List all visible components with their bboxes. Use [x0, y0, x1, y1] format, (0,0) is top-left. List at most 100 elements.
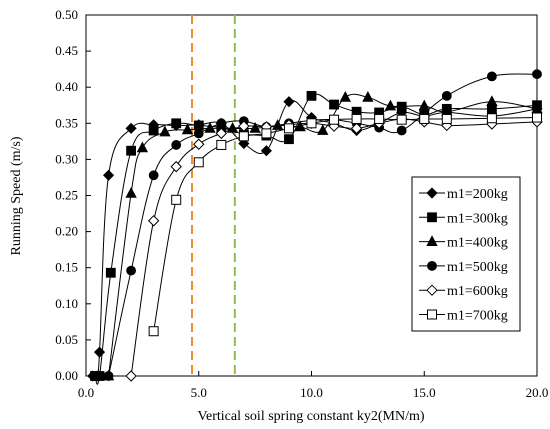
data-point: [317, 124, 329, 135]
data-point: [532, 112, 542, 123]
legend-marker: [426, 284, 438, 296]
data-point: [105, 267, 116, 278]
data-point: [125, 122, 137, 134]
data-point: [181, 123, 194, 135]
legend-marker: [427, 260, 437, 271]
data-point: [260, 145, 272, 157]
y-tick-label: 0.25: [55, 188, 78, 203]
data-point: [215, 127, 228, 140]
data-point: [171, 194, 182, 205]
legend-marker: [427, 309, 437, 320]
data-point: [329, 114, 340, 125]
y-tick-label: 0.40: [55, 79, 78, 94]
data-point: [93, 346, 106, 358]
data-point: [283, 123, 294, 134]
data-point: [284, 134, 294, 145]
data-point: [136, 141, 149, 153]
x-axis-ticks: 0.0 5.0 10.0 15.0 20.0: [78, 371, 549, 400]
data-point: [159, 125, 171, 137]
data-point: [148, 170, 159, 181]
data-point: [193, 138, 205, 150]
x-tick-label: 5.0: [191, 385, 207, 400]
data-point: [193, 157, 204, 168]
legend-label: m1=500kg: [447, 260, 508, 275]
data-point: [441, 90, 452, 101]
data-point: [148, 125, 159, 136]
data-point: [486, 71, 497, 82]
data-point: [238, 120, 250, 132]
data-point: [294, 120, 306, 132]
legend-box: [411, 176, 521, 332]
y-tick-label: 0.20: [55, 224, 78, 239]
data-point: [171, 140, 182, 150]
data-point: [374, 113, 385, 124]
data-point: [204, 121, 216, 133]
series-markers: [87, 69, 543, 382]
y-tick-label: 0.05: [55, 332, 78, 347]
data-point: [272, 119, 284, 130]
data-point: [249, 121, 261, 133]
data-point: [486, 95, 498, 107]
data-point: [126, 265, 137, 276]
x-tick-label: 20.0: [526, 385, 549, 400]
y-axis-label: Running Speed (m/s): [9, 136, 24, 255]
data-point: [216, 139, 227, 150]
data-point: [103, 371, 114, 381]
data-point: [384, 99, 397, 111]
data-point: [170, 160, 182, 173]
data-point: [125, 186, 137, 198]
data-point: [418, 99, 430, 111]
data-point: [261, 128, 272, 139]
legend-label: m1=400kg: [447, 236, 508, 251]
data-point: [193, 128, 204, 139]
data-point: [396, 101, 407, 112]
data-point: [486, 113, 497, 124]
data-point: [329, 99, 339, 110]
data-point: [532, 69, 542, 80]
y-tick-label: 0.15: [55, 260, 78, 275]
y-axis-ticks: 0.00 0.05 0.10 0.15 0.20 0.25 0.30 0.35 0.40 0.45…: [55, 7, 91, 383]
legend-marker: [427, 212, 437, 223]
x-axis-label: Vertical soil spring constant ky2(MN/m): [197, 409, 424, 424]
data-point: [350, 122, 363, 135]
legend-label: m1=600kg: [447, 284, 508, 299]
data-point: [125, 370, 137, 382]
data-point: [306, 90, 317, 101]
legend-marker: [426, 187, 438, 199]
y-tick-label: 0.10: [55, 296, 78, 311]
y-tick-label: 0.35: [55, 115, 78, 130]
x-tick-label: 15.0: [413, 385, 436, 400]
y-tick-label: 0.45: [55, 43, 78, 58]
reference-lines: [190, 15, 236, 376]
y-tick-label: 0.30: [55, 151, 78, 166]
legend-label: m1=700kg: [447, 309, 508, 324]
series-line-0: [92, 99, 538, 379]
legend: m1=200kg m1=300kg m1=400kg m1=500kg m1=600kg…: [411, 176, 521, 332]
data-point: [126, 145, 136, 156]
data-point: [147, 215, 160, 227]
data-point: [94, 371, 105, 381]
data-point: [419, 113, 430, 124]
data-point: [396, 125, 407, 136]
data-point: [362, 90, 374, 102]
y-tick-label: 0.00: [55, 368, 78, 383]
data-point: [339, 90, 351, 102]
data-point: [171, 118, 182, 129]
x-tick-label: 10.0: [300, 385, 323, 400]
legend-label: m1=300kg: [447, 211, 508, 226]
legend-marker: [426, 235, 438, 247]
data-point: [226, 121, 239, 133]
data-point: [238, 131, 249, 142]
data-point: [306, 118, 317, 129]
x-tick-label: 0.0: [78, 385, 94, 400]
data-point: [102, 169, 115, 181]
data-point: [148, 326, 159, 337]
data-point: [396, 114, 407, 125]
data-point: [216, 118, 227, 129]
data-point: [441, 113, 452, 124]
data-point: [351, 113, 362, 124]
legend-label: m1=200kg: [447, 187, 508, 202]
y-tick-label: 0.50: [55, 7, 78, 22]
data-point: [283, 96, 295, 108]
